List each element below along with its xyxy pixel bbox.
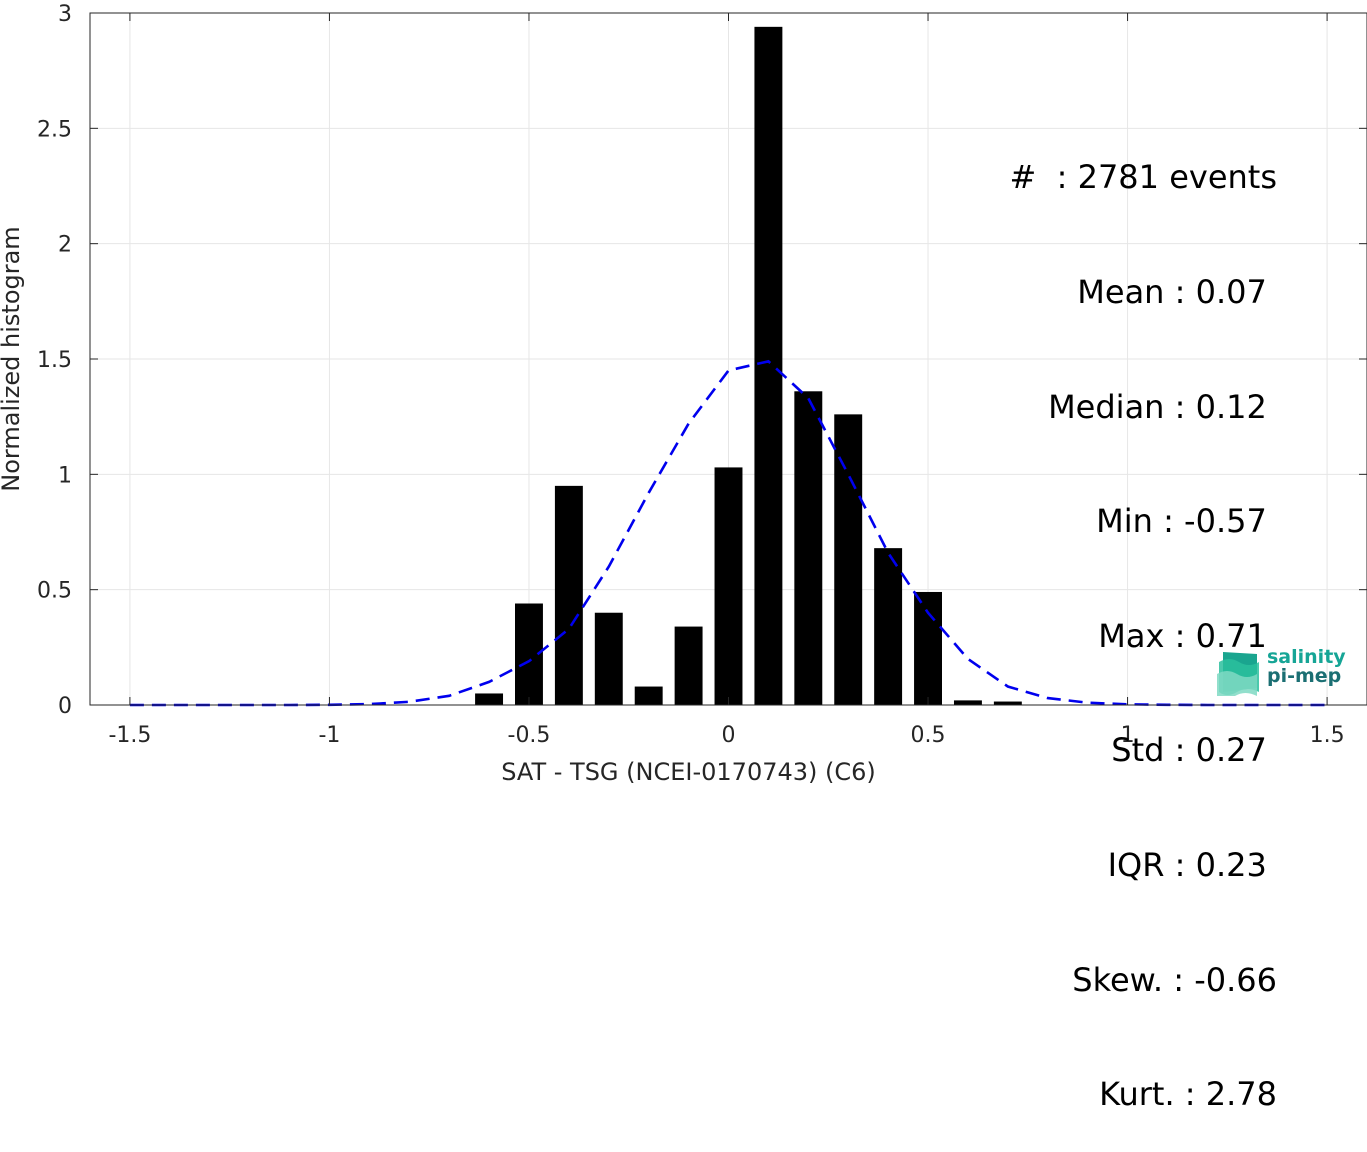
histogram-chart: -1.5 -1 -0.5 0 0.5 1 1.5 0 0.5 1 1.5 2 2.5 3 SAT - TS… [0, 2, 1367, 785]
x-tick-label: -0.5 [508, 723, 551, 748]
stat-max: Max : 0.71 [1098, 616, 1277, 655]
histogram-bar [674, 626, 703, 705]
stats-box: # : 2781 events Mean : 0.07 Median : 0.1… [1009, 82, 1277, 1152]
x-tick-label: 1 [1121, 723, 1135, 748]
stat-count: # : 2781 events [1009, 158, 1277, 197]
histogram-bar [834, 414, 863, 705]
x-tick-label: -1 [318, 723, 340, 748]
x-tick-label: -1.5 [108, 723, 151, 748]
histogram-bar [594, 612, 623, 705]
logo-text: salinity pi-mep [1267, 648, 1346, 686]
x-tick-label: 0 [722, 723, 736, 748]
histogram-bar [953, 700, 982, 705]
histogram-bar [634, 686, 663, 705]
y-tick-label: 2.5 [37, 117, 72, 142]
y-tick-label: 3 [58, 2, 72, 27]
y-tick-label: 2 [58, 233, 72, 258]
histogram-bar [714, 467, 743, 705]
histogram-bar [754, 26, 783, 705]
histogram-bar [914, 591, 942, 705]
histogram-bar [794, 391, 823, 705]
y-axis-label: Normalized histogram [0, 226, 25, 491]
logo-waves-icon [1217, 652, 1259, 696]
stat-kurt: Kurt. : 2.78 [1099, 1075, 1277, 1114]
y-tick-label: 1.5 [37, 348, 72, 373]
x-axis-label: SAT - TSG (NCEI-0170743) (C6) [501, 758, 876, 785]
axis-ticks: -1.5 -1 -0.5 0 0.5 1 1.5 0 0.5 1 1.5 2 2.5 3 [37, 2, 1367, 748]
stat-skew: Skew. : -0.66 [1072, 960, 1277, 999]
stat-iqr: IQR : 0.23 [1107, 846, 1277, 885]
histogram-bar [475, 693, 504, 705]
histogram-bar [554, 485, 583, 705]
logo-text-salinity: salinity [1267, 646, 1346, 668]
stat-min: Min : -0.57 [1096, 502, 1277, 541]
histogram-bar [874, 548, 903, 705]
stat-std: Std : 0.27 [1111, 731, 1277, 770]
histogram-bars [475, 26, 1022, 705]
logo-text-pimep: pi-mep [1267, 665, 1342, 687]
histogram-bar [993, 701, 1022, 705]
stat-median: Median : 0.12 [1048, 387, 1277, 426]
y-tick-label: 0 [58, 694, 72, 719]
y-tick-label: 1 [58, 463, 72, 488]
x-tick-label: 1.5 [1310, 723, 1345, 748]
x-tick-label: 0.5 [911, 723, 946, 748]
stat-mean: Mean : 0.07 [1077, 273, 1277, 312]
y-tick-label: 0.5 [37, 579, 72, 604]
salinity-pi-mep-logo: salinity pi-mep [1217, 648, 1347, 696]
